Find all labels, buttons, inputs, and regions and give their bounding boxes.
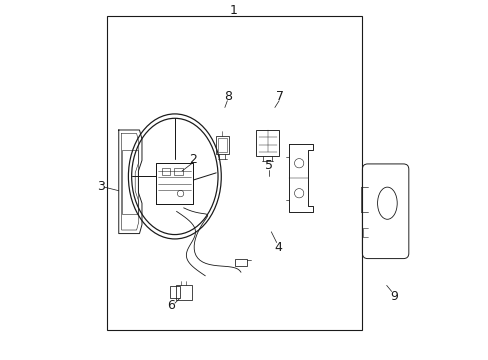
Bar [174,168,183,175]
Bar [162,168,170,175]
Text: 9: 9 [390,289,398,303]
Bar [122,150,138,214]
Bar [176,285,191,300]
Text: 8: 8 [224,90,232,103]
Bar [170,286,180,298]
Text: 5: 5 [264,159,272,172]
Text: 1: 1 [229,4,237,17]
Bar [235,258,246,266]
Text: 6: 6 [167,299,175,312]
Text: 7: 7 [276,90,284,103]
Text: 4: 4 [274,240,282,254]
Bar [216,136,228,154]
Text: 2: 2 [188,153,196,166]
Bar [256,130,279,156]
Text: 3: 3 [97,180,104,193]
Bar [107,16,362,330]
Bar [217,138,226,152]
